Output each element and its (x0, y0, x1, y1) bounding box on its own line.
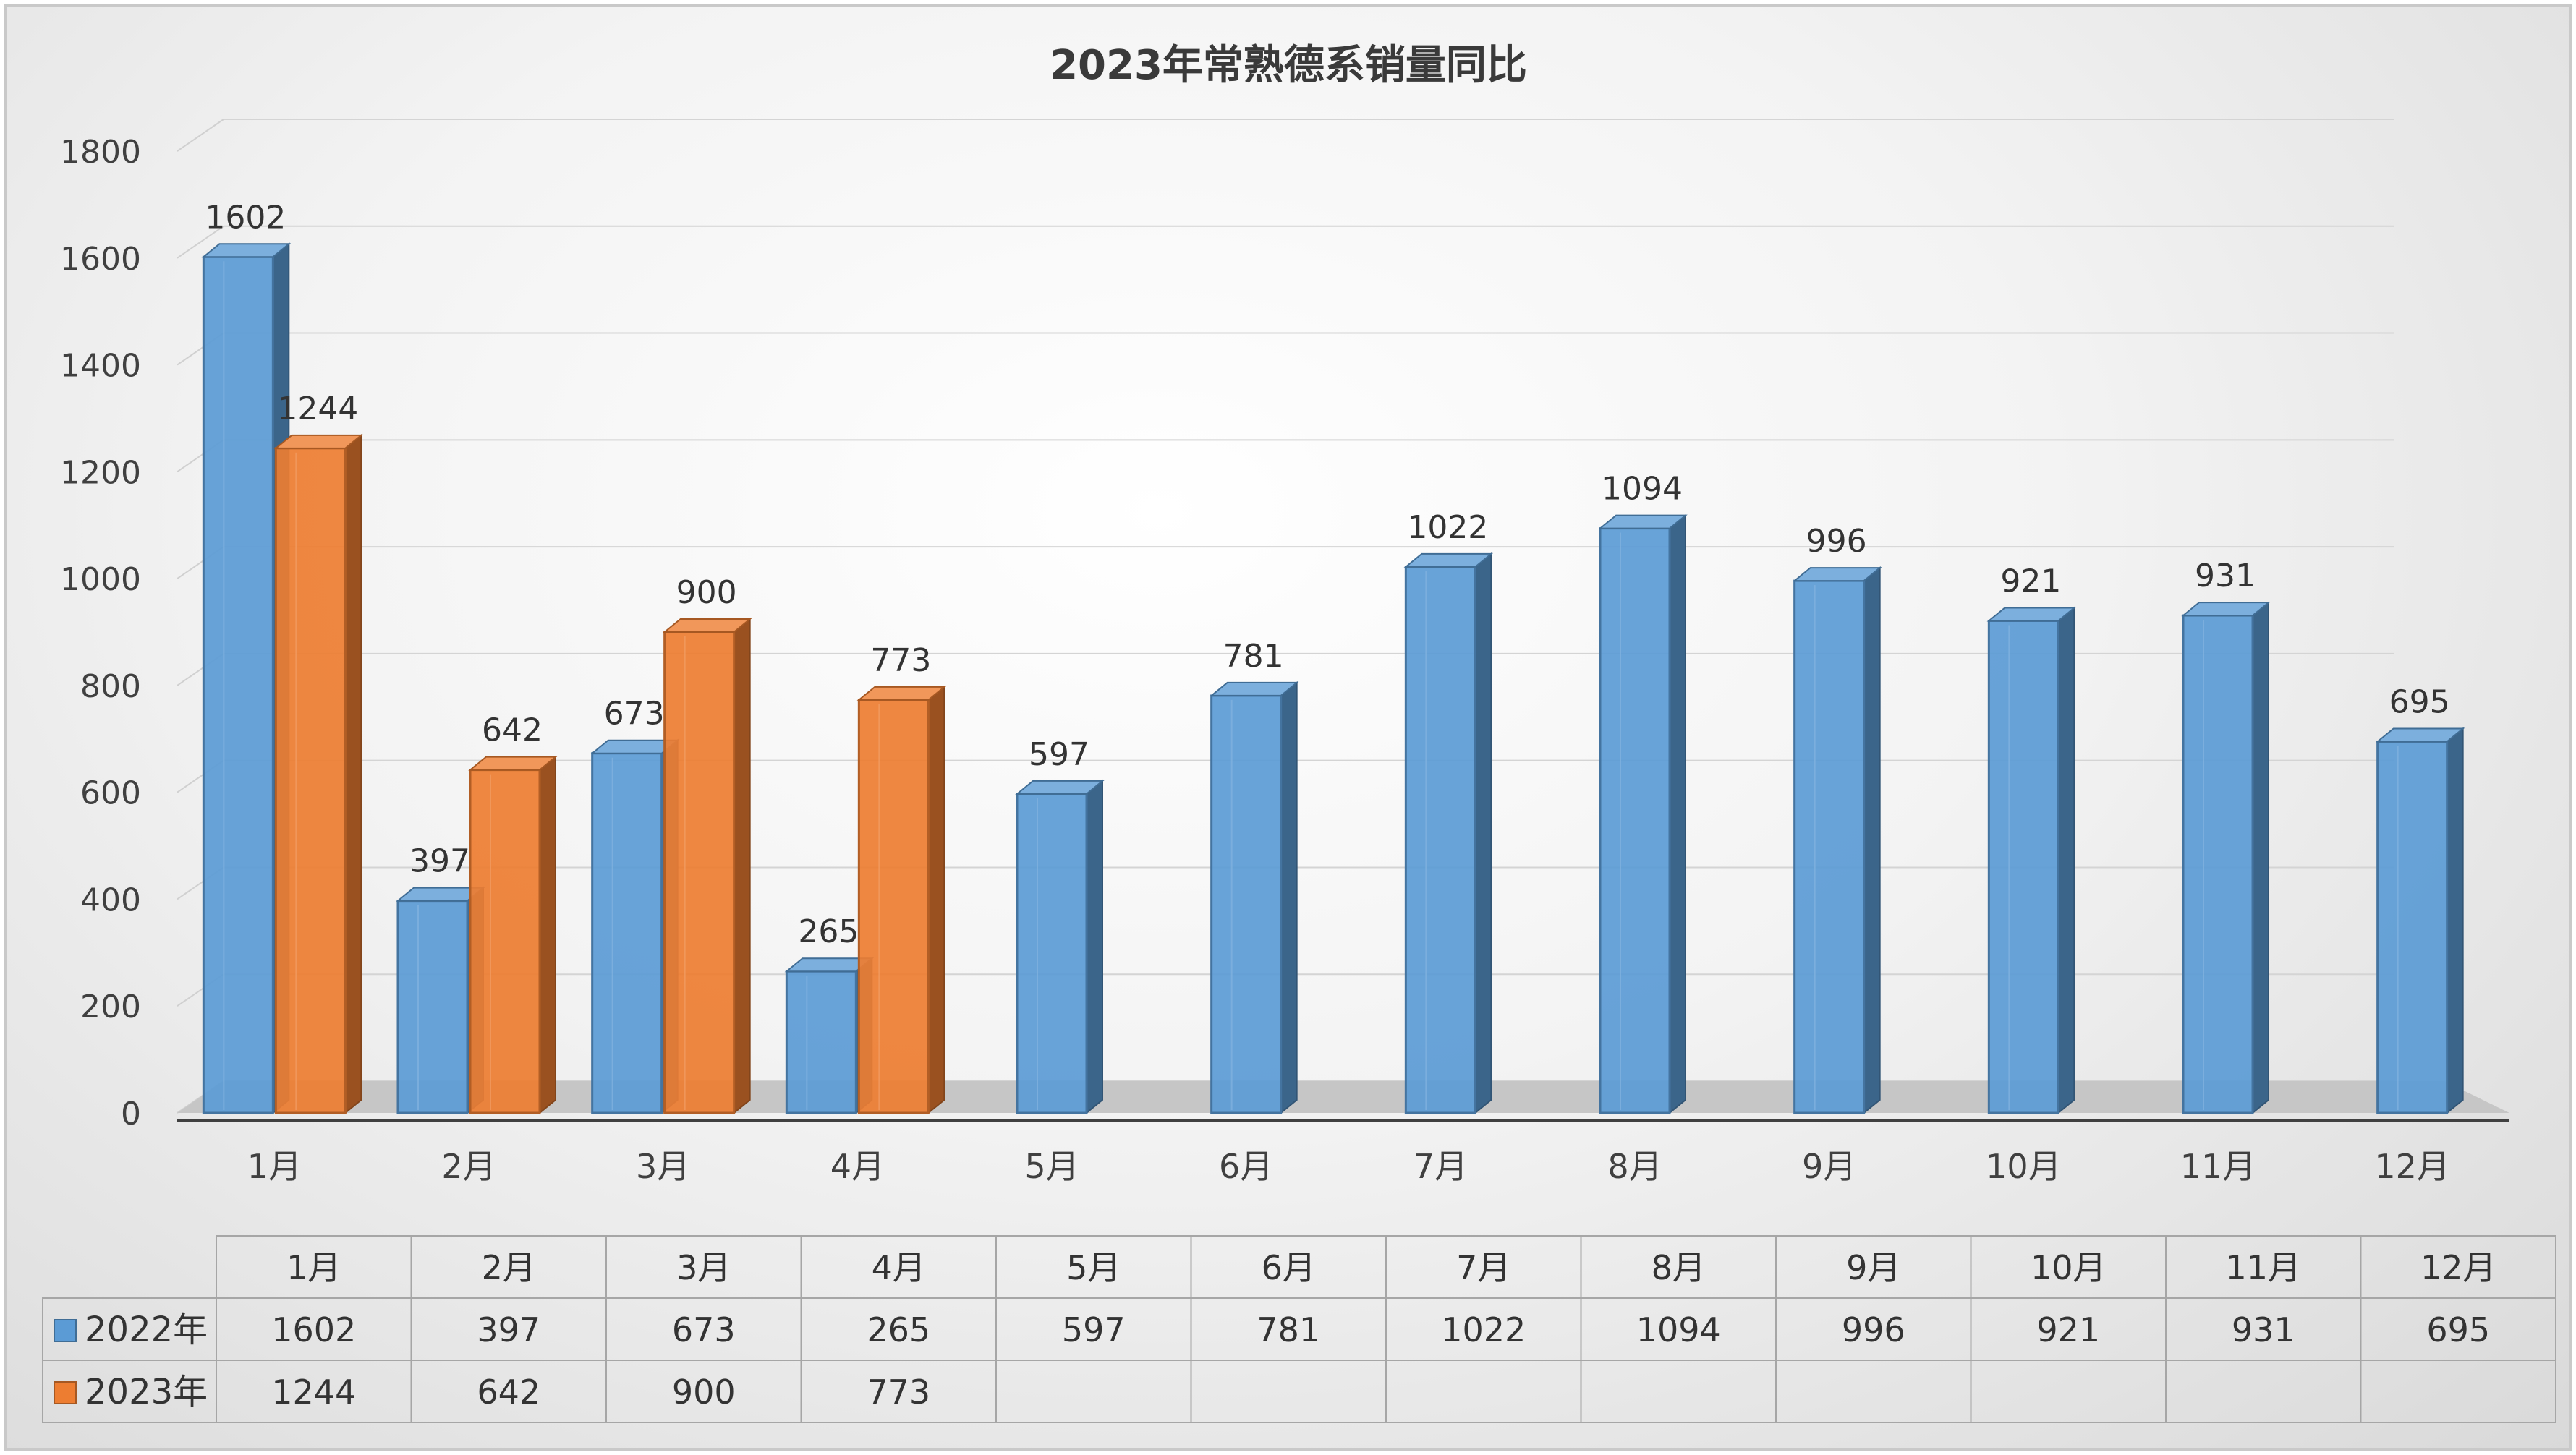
chart-svg: 2023年常熟德系销量同比 0 200 400 600 800 1000 1200 1400 1… (42, 42, 2556, 1423)
x-tick-label: 8月 (1607, 1147, 1662, 1186)
table-header-cell: 7月 (1456, 1248, 1510, 1287)
y-tick-label: 0 (121, 1096, 141, 1132)
y-tick-label: 1200 (60, 454, 141, 491)
bar-s1-8 (1598, 513, 1688, 1115)
bar-s1-10 (1986, 606, 2077, 1115)
table-value-cell: 1022 (1441, 1310, 1526, 1349)
table-value-cell: 1244 (271, 1373, 356, 1412)
legend-label-2: 2023年 (85, 1372, 208, 1412)
x-tick-label: 12月 (2374, 1147, 2450, 1186)
floor-plane (177, 1081, 2509, 1113)
bar-s1-12 (2375, 727, 2465, 1115)
bar-s2-3 (662, 617, 752, 1115)
table-value-cell: 695 (2426, 1310, 2490, 1349)
bar-s1-7 (1403, 552, 1494, 1115)
table-value-cell: 931 (2232, 1310, 2295, 1349)
data-label-s1-6: 781 (1223, 638, 1284, 675)
bar-s1-9 (1792, 566, 1882, 1115)
legend-key-1 (54, 1319, 77, 1342)
chart-title: 2023年常熟德系销量同比 (1050, 42, 1527, 89)
data-label-s1-11: 931 (2195, 558, 2256, 594)
table-header-cell: 2月 (482, 1248, 536, 1287)
table-value-cell: 900 (672, 1373, 736, 1412)
table-value-cell: 597 (1062, 1310, 1126, 1349)
table-value-cell: 996 (1842, 1310, 1905, 1349)
table-value-cell: 1602 (271, 1310, 356, 1349)
table-value-cell: 781 (1257, 1310, 1320, 1349)
data-label-s1-5: 597 (1029, 736, 1089, 773)
x-tick-label: 10月 (1986, 1147, 2062, 1186)
bar-s2-4 (856, 685, 947, 1115)
y-tick-label: 600 (80, 775, 141, 812)
x-tick-label: 3月 (636, 1147, 690, 1186)
y-tick-label: 1400 (60, 348, 141, 385)
table-value-cell: 773 (867, 1373, 930, 1412)
data-label-s1-3: 673 (604, 696, 665, 733)
data-label-s1-9: 996 (1806, 523, 1867, 560)
bars (201, 242, 2465, 1115)
table-header-cell: 3月 (676, 1248, 731, 1287)
table-header-cell: 5月 (1066, 1248, 1121, 1287)
bar-s1-5 (1015, 779, 1105, 1115)
x-tick-label: 2月 (441, 1147, 496, 1186)
data-label-s1-7: 1022 (1407, 509, 1488, 546)
table-header-cell: 4月 (872, 1248, 926, 1287)
x-tick-label: 6月 (1219, 1147, 1273, 1186)
bar-s1-2 (396, 886, 485, 1115)
chart-floor (177, 1081, 2509, 1122)
legend-key-2 (54, 1381, 77, 1404)
x-axis: 1月 2月 3月 4月 5月 6月 7月 8月 9月 10月 11月 12月 (247, 1147, 2450, 1186)
data-label-s1-12: 695 (2389, 683, 2450, 720)
x-tick-label: 5月 (1024, 1147, 1079, 1186)
y-tick-label: 1000 (60, 561, 141, 598)
table-value-cell: 673 (672, 1310, 736, 1349)
x-tick-label: 4月 (830, 1147, 885, 1186)
table-header-cell: 11月 (2225, 1248, 2301, 1287)
bar-s1-6 (1209, 680, 1299, 1115)
table-value-cell: 265 (867, 1310, 930, 1349)
y-tick-label: 400 (80, 882, 141, 918)
y-tick-label: 1800 (60, 134, 141, 171)
legend-label-1: 2022年 (85, 1310, 208, 1350)
table-header-cell: 8月 (1652, 1248, 1706, 1287)
y-tick-label: 1600 (60, 241, 141, 278)
y-tick-label: 800 (80, 668, 141, 705)
gridline-side (177, 225, 224, 259)
x-tick-label: 1月 (247, 1147, 302, 1186)
gridline-side (177, 119, 224, 152)
chart-frame: 2023年常熟德系销量同比 0 200 400 600 800 1000 1200 1400 1… (4, 4, 2572, 1451)
table-header-cell: 10月 (2031, 1248, 2107, 1287)
data-label-s1-4: 265 (798, 913, 859, 950)
table-header-cell: 1月 (286, 1248, 341, 1287)
x-tick-label: 7月 (1414, 1147, 1468, 1186)
data-label-s2-3: 900 (676, 574, 737, 611)
data-labels: 1602 1244 397 642 673 900 265 773 597 781 1022 1094… (205, 199, 2449, 950)
table-header-cell: 6月 (1262, 1248, 1316, 1287)
bar-s2-2 (468, 755, 558, 1115)
table-value-cell: 921 (2036, 1310, 2100, 1349)
data-label-s1-10: 921 (2000, 563, 2061, 600)
x-tick-label: 11月 (2180, 1147, 2256, 1186)
y-tick-label: 200 (80, 989, 141, 1025)
data-label-s1-2: 397 (409, 843, 470, 880)
data-label-s2-4: 773 (870, 642, 931, 679)
data-table: 1月 2月 3月 4月 5月 6月 7月 8月 9月 10月 11月 12月 2022年 1602 397 6… (42, 1235, 2556, 1423)
y-axis: 0 200 400 600 800 1000 1200 1400 1600 1800 (60, 134, 141, 1132)
table-value-cell: 1094 (1636, 1310, 1721, 1349)
data-label-s2-1: 1244 (277, 391, 358, 427)
table-header-cell: 9月 (1846, 1248, 1900, 1287)
data-label-s1-1: 1602 (205, 199, 286, 236)
x-tick-label: 9月 (1802, 1147, 1856, 1186)
bar-s1-11 (2181, 600, 2271, 1115)
table-value-cell: 642 (477, 1373, 540, 1412)
data-label-s2-2: 642 (482, 712, 543, 749)
table-header-cell: 12月 (2420, 1248, 2496, 1287)
bar-s2-1 (273, 433, 364, 1115)
data-label-s1-8: 1094 (1602, 471, 1683, 508)
table-value-cell: 397 (477, 1310, 540, 1349)
